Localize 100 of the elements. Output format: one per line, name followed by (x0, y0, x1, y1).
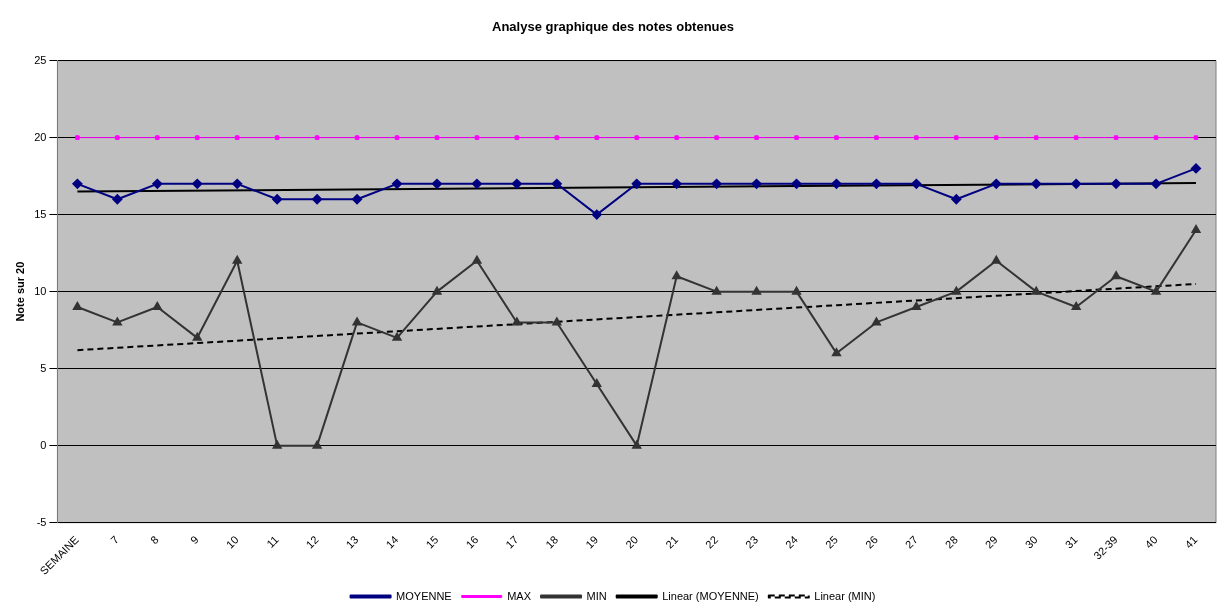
point (594, 135, 600, 140)
point (1031, 178, 1042, 189)
point (472, 255, 482, 264)
x-tick-label: 21 (663, 533, 681, 551)
point (471, 178, 482, 189)
point (192, 332, 202, 341)
x-tick-label: 17 (503, 533, 521, 551)
point (272, 194, 283, 205)
point (712, 286, 722, 295)
point (234, 135, 240, 140)
point (994, 135, 999, 140)
point (1071, 178, 1082, 189)
point (354, 135, 360, 140)
point (1033, 135, 1039, 140)
point (1031, 286, 1041, 295)
x-tick-label: 7 (108, 533, 121, 547)
point (1073, 135, 1079, 140)
x-tick-label: 24 (782, 533, 801, 551)
x-tick-label: 40 (1142, 533, 1160, 551)
legend-label: Linear (MOYENNE) (662, 589, 759, 602)
x-tick-label: 29 (982, 533, 1000, 551)
point (392, 332, 402, 341)
point (954, 135, 959, 140)
point (1111, 271, 1121, 280)
point (431, 178, 442, 189)
point (752, 286, 762, 295)
point (1113, 135, 1119, 140)
point (672, 271, 682, 280)
point (951, 194, 962, 205)
point (1111, 178, 1122, 189)
point (1151, 286, 1161, 295)
x-tick-label: 26 (862, 533, 880, 551)
legend-label: Linear (MIN) (814, 589, 876, 602)
point (551, 178, 562, 189)
x-tick-label: 12 (303, 533, 321, 551)
chart-title: Analyse graphique des notes obtenues (492, 19, 734, 35)
point (115, 135, 120, 140)
point (714, 135, 719, 140)
point (512, 317, 522, 326)
point (832, 348, 841, 357)
x-tick-label: 14 (383, 533, 401, 551)
point (911, 178, 922, 189)
point (232, 178, 243, 189)
x-tick-label: 9 (188, 533, 201, 547)
point (632, 440, 642, 449)
point (911, 302, 921, 311)
point (671, 178, 682, 189)
point (1071, 302, 1081, 311)
y-tick-label: 0 (40, 438, 47, 451)
point (751, 178, 762, 189)
x-tick-label: 15 (423, 533, 441, 551)
point (791, 178, 802, 189)
point (394, 135, 400, 140)
point (432, 286, 442, 295)
point (834, 135, 839, 140)
x-tick-label: 13 (343, 533, 361, 551)
point (511, 178, 522, 189)
y-tick-label: 10 (34, 284, 47, 297)
point (152, 302, 162, 311)
x-tick-label: 22 (703, 533, 721, 551)
x-tick-label: 23 (742, 533, 761, 551)
x-tick-label: 28 (942, 533, 960, 551)
point (592, 379, 602, 388)
y-tick-label: 15 (34, 207, 47, 220)
point (192, 178, 203, 189)
point (232, 255, 242, 264)
point (312, 440, 322, 449)
x-tick-label: 20 (623, 533, 641, 551)
point (871, 317, 881, 326)
point (112, 317, 122, 326)
legend-label: MAX (507, 589, 532, 602)
point (314, 135, 320, 140)
point (75, 135, 80, 140)
point (152, 178, 163, 189)
point (72, 302, 82, 311)
point (554, 135, 560, 140)
point (711, 178, 722, 189)
point (72, 178, 83, 189)
x-tick-label: 16 (463, 533, 481, 551)
point (1191, 163, 1202, 174)
point (634, 135, 639, 140)
x-tick-label: 30 (1022, 533, 1040, 551)
legend-label: MOYENNE (396, 589, 452, 602)
point (1151, 178, 1162, 189)
point (312, 194, 323, 205)
point (754, 135, 759, 140)
y-tick-label: 25 (34, 53, 47, 66)
point (591, 209, 602, 220)
point (474, 135, 480, 140)
y-tick-label: 5 (40, 361, 47, 374)
x-tick-label: 25 (822, 533, 841, 551)
point (794, 135, 799, 140)
point (352, 317, 362, 326)
point (874, 135, 879, 140)
y-axis-title: Note sur 20 (13, 261, 26, 322)
point (991, 255, 1001, 264)
x-tick-label: 11 (264, 533, 281, 550)
point (831, 178, 842, 189)
x-tick-label: 27 (902, 533, 920, 551)
x-tick-label: 31 (1062, 533, 1080, 551)
